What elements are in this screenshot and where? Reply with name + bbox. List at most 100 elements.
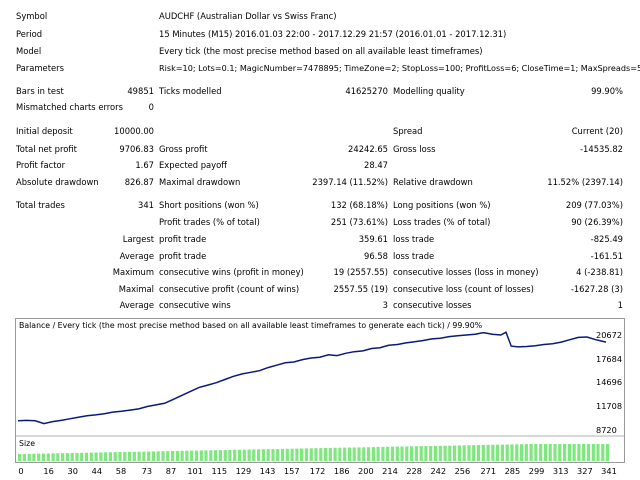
volume-bar bbox=[295, 448, 299, 461]
volume-bar bbox=[276, 449, 280, 461]
volume-bar bbox=[457, 445, 461, 461]
maximal-profit-value: 2557.55 (19) bbox=[333, 284, 389, 294]
volume-bar bbox=[362, 447, 366, 461]
x-tick-label: 16 bbox=[43, 466, 54, 476]
volume-bar bbox=[462, 445, 466, 461]
maximal-profit-label: consecutive profit (count of wins) bbox=[159, 284, 300, 294]
volume-bar bbox=[128, 451, 132, 461]
volume-bar bbox=[161, 451, 165, 461]
volume-bar bbox=[467, 445, 471, 461]
volume-bar bbox=[214, 450, 218, 461]
volume-bar bbox=[453, 445, 457, 461]
parameters-label: Parameters bbox=[16, 63, 64, 73]
average-loss-value: -161.51 bbox=[590, 251, 623, 261]
volume-bar bbox=[142, 451, 146, 461]
x-tick-label: 200 bbox=[358, 466, 374, 476]
average-profit-value: 96.58 bbox=[364, 251, 388, 261]
bars-in-test-label: Bars in test bbox=[16, 86, 64, 96]
model-label: Model bbox=[16, 46, 42, 56]
volume-bar bbox=[247, 449, 251, 461]
spread-label: Spread bbox=[393, 126, 423, 136]
total-net-profit-value: 9706.83 bbox=[119, 144, 154, 154]
volume-bar bbox=[70, 453, 74, 461]
volume-bar bbox=[481, 444, 485, 461]
x-tick-label: 242 bbox=[430, 466, 447, 476]
volume-bar bbox=[472, 445, 476, 461]
maximum-wins-value: 19 (2557.55) bbox=[333, 267, 389, 277]
volume-bar bbox=[601, 444, 605, 461]
average-consec-label: Average bbox=[119, 300, 154, 310]
volume-bar bbox=[41, 453, 46, 461]
volume-bar bbox=[491, 444, 495, 461]
balance-chart: Balance / Every tick (the most precise m… bbox=[15, 318, 625, 463]
period-label: Period bbox=[16, 29, 43, 39]
volume-bar bbox=[539, 444, 543, 461]
maximal-label: Maximal bbox=[118, 284, 154, 294]
volume-bar bbox=[347, 447, 352, 461]
volume-bar bbox=[567, 444, 571, 461]
spread-value: Current (20) bbox=[571, 126, 623, 136]
ticks-modelled-label: Ticks modelled bbox=[159, 86, 222, 96]
average-consec-wins-label: consecutive wins bbox=[159, 300, 231, 310]
volume-bar bbox=[237, 449, 242, 461]
average-consec-losses-value: 1 bbox=[617, 300, 623, 310]
volume-bar bbox=[405, 446, 409, 461]
volume-bar bbox=[261, 449, 265, 461]
volume-bar bbox=[524, 444, 528, 461]
x-tick-label: 341 bbox=[601, 466, 617, 476]
x-tick-label: 327 bbox=[577, 466, 593, 476]
largest-profit-label: profit trade bbox=[159, 234, 207, 244]
profit-trades-value: 251 (73.61%) bbox=[330, 217, 388, 227]
volume-bar bbox=[228, 449, 232, 461]
largest-loss-label: loss trade bbox=[393, 234, 435, 244]
volume-bar bbox=[395, 446, 399, 461]
profit-factor-label: Profit factor bbox=[16, 160, 66, 170]
volume-bar bbox=[510, 444, 514, 461]
volume-bar bbox=[486, 444, 490, 461]
initial-deposit-label: Initial deposit bbox=[16, 126, 73, 136]
initial-deposit-value: 10000.00 bbox=[114, 126, 154, 136]
short-positions-label: Short positions (won %) bbox=[159, 200, 259, 210]
x-tick-label: 256 bbox=[454, 466, 471, 476]
gross-loss-label: Gross loss bbox=[393, 144, 436, 154]
period-value: 15 Minutes (M15) 2016.01.03 22:00 - 2017… bbox=[159, 29, 507, 39]
volume-bar bbox=[309, 448, 313, 461]
volume-bar bbox=[266, 449, 270, 461]
x-tick-label: 87 bbox=[165, 466, 177, 476]
volume-bar bbox=[586, 444, 591, 461]
balance-chart-svg bbox=[16, 331, 624, 461]
volume-bar bbox=[51, 453, 55, 461]
volume-bar bbox=[419, 446, 423, 461]
symbol-value: AUDCHF (Australian Dollar vs Swiss Franc… bbox=[159, 11, 337, 21]
volume-bar bbox=[123, 451, 127, 461]
loss-trades-value: 90 (26.39%) bbox=[571, 217, 623, 227]
volume-bar bbox=[438, 445, 442, 461]
volume-bar bbox=[548, 444, 552, 461]
volume-bar bbox=[386, 446, 390, 461]
volume-bar bbox=[209, 450, 213, 461]
volume-bar bbox=[390, 446, 395, 461]
parameters-value: Risk=10; Lots=0.1; MagicNumber=7478895; … bbox=[159, 63, 640, 73]
volume-bar bbox=[75, 452, 79, 461]
volume-bar bbox=[175, 450, 179, 461]
x-tick-label: 143 bbox=[259, 466, 276, 476]
x-tick-label: 129 bbox=[235, 466, 252, 476]
volume-bar bbox=[400, 446, 404, 461]
volume-bar bbox=[137, 451, 141, 461]
chart-title: Balance / Every tick (the most precise m… bbox=[19, 321, 483, 330]
maximum-wins-label: consecutive wins (profit in money) bbox=[159, 267, 304, 277]
modelling-quality-value: 99.90% bbox=[591, 86, 623, 96]
volume-bar bbox=[314, 448, 318, 461]
volume-bar bbox=[156, 451, 160, 461]
volume-bar bbox=[56, 453, 60, 461]
x-tick-label: 186 bbox=[333, 466, 350, 476]
volume-bar bbox=[596, 444, 600, 461]
profit-factor-value: 1.67 bbox=[135, 160, 154, 170]
total-trades-label: Total trades bbox=[16, 200, 65, 210]
volume-bar bbox=[290, 448, 294, 461]
average-loss-label: loss trade bbox=[393, 251, 435, 261]
volume-bar bbox=[448, 445, 452, 461]
volume-bar bbox=[338, 447, 342, 461]
volume-bar bbox=[433, 445, 438, 461]
y-tick-label: 17684 bbox=[596, 353, 623, 364]
